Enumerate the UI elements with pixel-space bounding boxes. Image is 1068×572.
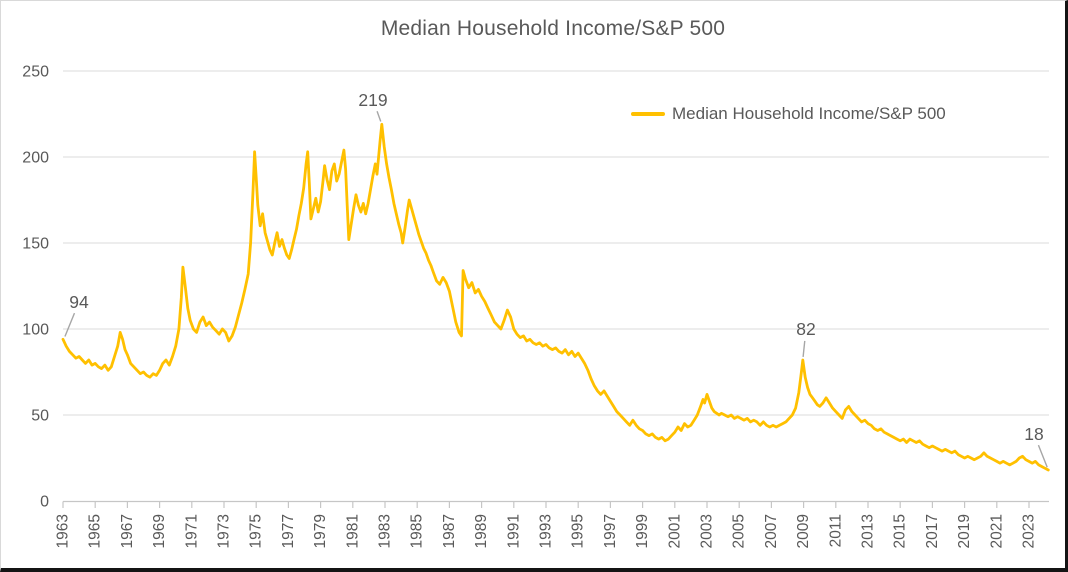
x-tick-label: 2007 — [763, 514, 780, 548]
x-tick-label: 1989 — [473, 514, 490, 548]
x-tick-label: 2011 — [827, 514, 844, 547]
annotation-label: 94 — [69, 292, 89, 312]
x-tick-label: 2017 — [924, 514, 941, 548]
y-tick-label: 100 — [22, 322, 49, 339]
chart-title: Median Household Income/S&P 500 — [380, 17, 726, 40]
x-tick-label: 1993 — [538, 514, 555, 548]
annotation-label: 18 — [1024, 424, 1043, 444]
x-tick-label: 1975 — [248, 514, 265, 548]
y-tick-label: 150 — [22, 236, 49, 253]
x-tick-label: 1963 — [55, 514, 72, 548]
x-tick-label: 2009 — [795, 514, 812, 548]
legend-label: Median Household Income/S&P 500 — [672, 104, 946, 123]
annotation-leader-line — [1037, 444, 1048, 468]
x-tick-label: 2021 — [988, 514, 1005, 548]
x-tick-label: 1971 — [183, 514, 200, 548]
x-tick-label: 2013 — [860, 514, 877, 548]
y-tick-label: 50 — [31, 408, 49, 425]
x-tick-label: 1973 — [216, 514, 233, 548]
x-tick-label: 1969 — [151, 514, 168, 548]
x-tick-label: 2001 — [666, 514, 683, 548]
x-tick-label: 2023 — [1021, 514, 1038, 548]
y-tick-label: 200 — [22, 150, 49, 167]
x-tick-label: 1987 — [441, 514, 458, 548]
annotation-leader-line — [64, 312, 76, 337]
x-tick-label: 2019 — [956, 514, 973, 548]
y-tick-label: 250 — [22, 64, 49, 81]
x-tick-label: 2005 — [731, 514, 748, 548]
x-tick-label: 1999 — [634, 514, 651, 548]
x-tick-label: 1965 — [87, 514, 104, 548]
legend-line-swatch — [631, 112, 665, 116]
x-tick-label: 1983 — [377, 514, 394, 548]
x-tick-label: 1991 — [505, 514, 522, 548]
x-tick-label: 1995 — [570, 514, 587, 548]
annotation-leader-line — [802, 340, 806, 358]
series-line[interactable] — [61, 122, 1050, 472]
annotation-leader-line — [376, 111, 382, 122]
annotation-label: 82 — [796, 319, 815, 339]
x-tick-label: 1997 — [602, 514, 619, 548]
y-tick-label: 0 — [40, 494, 49, 511]
x-tick-label: 1979 — [312, 514, 329, 548]
x-tick-label: 1981 — [344, 514, 361, 548]
x-tick-label: 2015 — [892, 514, 909, 548]
x-tick-label: 1977 — [280, 514, 297, 548]
x-tick-label: 1967 — [119, 514, 136, 548]
x-tick-label: 2003 — [699, 514, 716, 548]
legend[interactable]: Median Household Income/S&P 500 — [631, 104, 946, 124]
annotation-label: 219 — [358, 90, 387, 110]
x-tick-label: 1985 — [409, 514, 426, 548]
